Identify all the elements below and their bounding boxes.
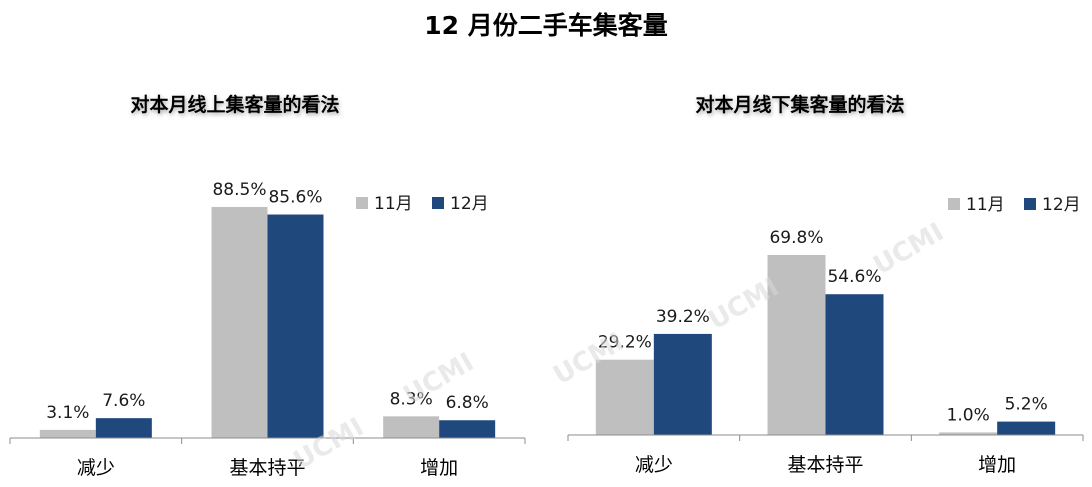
chart-1-category-label: 基本持平 bbox=[229, 457, 305, 479]
chart-2-data-label: 69.8% bbox=[769, 228, 823, 248]
chart-2-legend-label: 11月 bbox=[966, 195, 1005, 215]
watermark: UCMI bbox=[869, 217, 950, 281]
chart-1-data-label: 6.8% bbox=[446, 393, 489, 413]
chart-2-data-label: 5.2% bbox=[1005, 395, 1048, 415]
chart-1-legend-label: 11月 bbox=[374, 194, 413, 214]
chart-1-legend-label: 12月 bbox=[450, 194, 489, 214]
chart-2-bar-2-2 bbox=[825, 294, 884, 435]
chart-1-bar-1-1 bbox=[39, 429, 96, 438]
chart-1-bar-1-3 bbox=[383, 416, 440, 438]
chart-2-data-label: 54.6% bbox=[827, 267, 881, 287]
chart-1-data-label: 8.3% bbox=[390, 389, 433, 409]
chart-1-data-label: 85.6% bbox=[268, 188, 322, 208]
chart-1-bar-2-3 bbox=[439, 420, 496, 438]
chart-2-bar-1-3 bbox=[939, 432, 998, 435]
chart-1-title: 对本月线上集客量的看法 bbox=[130, 93, 339, 116]
chart-2-bar-2-3 bbox=[997, 421, 1056, 435]
chart-2-legend-swatch bbox=[1024, 198, 1036, 210]
chart-1-category-label: 增加 bbox=[420, 457, 458, 479]
chart-2-bar-1-2 bbox=[767, 255, 826, 435]
chart-1-data-label: 88.5% bbox=[212, 180, 266, 200]
chart-2-legend-label: 12月 bbox=[1042, 195, 1081, 215]
chart-2-bar-1-1 bbox=[595, 359, 654, 435]
chart-2-category-label: 基本持平 bbox=[787, 454, 863, 476]
chart-1-legend-swatch bbox=[432, 197, 444, 209]
chart-1-data-label: 7.6% bbox=[102, 391, 145, 411]
chart-1-bar-2-1 bbox=[95, 418, 152, 438]
chart-1-bar-2-2 bbox=[267, 214, 324, 438]
chart-2-category-label: 减少 bbox=[635, 454, 673, 476]
page-title: 12 月份二手车集客量 bbox=[424, 11, 668, 40]
chart-1-bar-1-2 bbox=[211, 206, 268, 438]
chart-2-data-label: 39.2% bbox=[656, 307, 710, 327]
chart-2-data-label: 1.0% bbox=[947, 405, 990, 425]
chart-2-bar-2-1 bbox=[653, 333, 712, 435]
chart-2-data-label: 29.2% bbox=[598, 333, 652, 353]
chart-1-legend-swatch bbox=[356, 197, 368, 209]
chart-2-category-label: 增加 bbox=[978, 454, 1016, 476]
chart-2-title: 对本月线下集客量的看法 bbox=[695, 93, 904, 116]
chart-1-category-label: 减少 bbox=[77, 457, 115, 479]
chart-2-legend-swatch bbox=[948, 198, 960, 210]
chart-1-data-label: 3.1% bbox=[46, 403, 89, 423]
